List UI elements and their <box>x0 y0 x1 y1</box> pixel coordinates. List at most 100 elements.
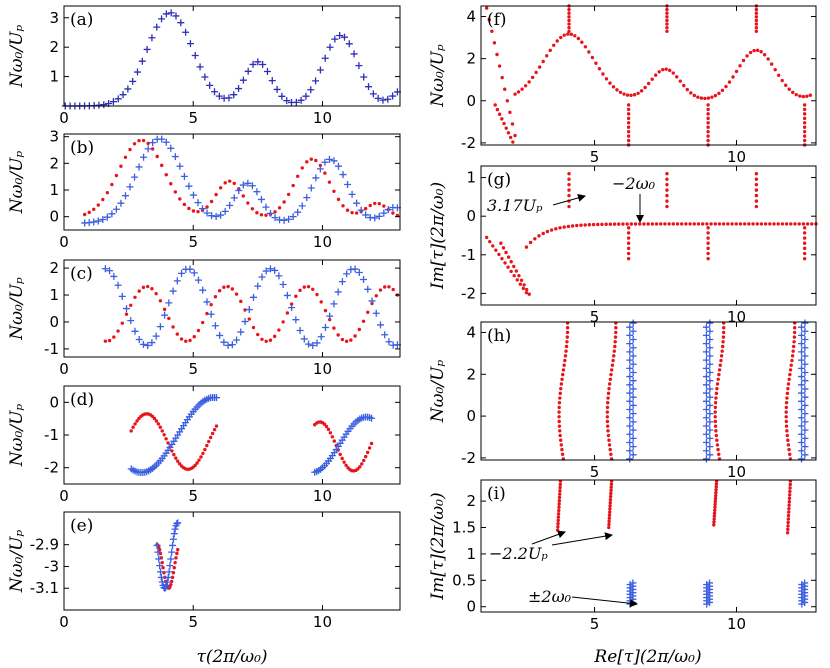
data-point <box>218 186 223 190</box>
data-point <box>706 327 714 335</box>
data-point <box>626 438 634 446</box>
data-point <box>148 34 156 42</box>
data-point <box>305 340 313 348</box>
data-point <box>345 208 350 212</box>
data-point <box>495 107 500 112</box>
data-point <box>153 541 161 549</box>
data-point <box>791 90 795 95</box>
data-point <box>537 65 542 69</box>
data-point <box>712 517 716 521</box>
data-point <box>289 213 297 221</box>
data-point <box>309 157 313 161</box>
data-point <box>307 184 315 192</box>
data-point <box>587 223 592 227</box>
data-point <box>798 323 806 331</box>
data-point <box>717 91 721 96</box>
data-point <box>706 226 710 230</box>
data-point <box>626 397 634 405</box>
data-point <box>171 525 179 533</box>
data-point <box>133 295 137 299</box>
y-tick-label: 0 <box>49 208 59 226</box>
data-point <box>96 203 100 207</box>
data-point <box>629 360 637 368</box>
series-c-red-dot <box>103 284 400 343</box>
data-point <box>500 256 504 261</box>
data-point <box>506 255 511 259</box>
data-point <box>715 438 719 442</box>
data-point <box>128 147 132 152</box>
data-point <box>190 269 198 277</box>
data-point <box>720 344 725 349</box>
data-point <box>567 15 571 19</box>
data-point <box>226 284 230 289</box>
data-point <box>786 438 790 442</box>
data-point <box>224 341 232 349</box>
data-point <box>367 446 372 450</box>
data-point <box>389 92 397 100</box>
data-point <box>280 216 288 224</box>
data-point <box>717 368 722 372</box>
data-point <box>629 434 637 442</box>
data-point <box>692 93 697 98</box>
data-point <box>590 55 595 60</box>
data-point <box>537 234 541 238</box>
data-point <box>268 338 273 342</box>
data-point <box>377 201 381 206</box>
data-point <box>618 90 623 94</box>
data-point <box>802 251 807 256</box>
data-point <box>380 209 388 217</box>
data-point <box>633 222 638 226</box>
data-point <box>688 222 692 226</box>
data-point <box>629 393 637 401</box>
data-point <box>208 435 213 440</box>
data-point <box>706 377 714 385</box>
data-point <box>338 452 342 457</box>
data-point <box>692 222 696 226</box>
data-point <box>625 93 630 97</box>
data-point <box>719 354 724 358</box>
data-point <box>330 300 338 308</box>
data-point <box>499 241 503 245</box>
data-point <box>801 222 806 226</box>
data-point <box>626 226 631 230</box>
data-point <box>802 241 807 245</box>
data-point <box>494 248 498 252</box>
data-point <box>283 291 291 299</box>
data-point <box>579 223 583 227</box>
data-point <box>556 518 560 523</box>
data-point <box>374 94 382 102</box>
data-point <box>203 298 211 306</box>
data-point <box>792 340 796 344</box>
data-point <box>754 188 759 192</box>
data-point <box>706 107 710 112</box>
panel-tag: (c) <box>70 264 93 284</box>
data-point <box>101 197 105 202</box>
data-point <box>665 18 669 23</box>
data-point <box>376 321 384 329</box>
data-point <box>500 117 504 121</box>
data-point <box>363 454 368 459</box>
data-point <box>629 319 637 327</box>
data-point <box>112 335 116 339</box>
data-point <box>713 493 718 498</box>
data-point <box>340 456 344 461</box>
data-point <box>383 285 387 289</box>
data-point <box>712 523 716 527</box>
data-point <box>209 199 214 204</box>
data-point <box>562 225 566 229</box>
data-point <box>311 287 315 291</box>
data-point <box>560 452 565 456</box>
data-point <box>506 131 511 135</box>
data-point <box>156 323 164 331</box>
panel-d: 0 5 10 -2 -1 0 (d) Nω₀/Uₚ <box>7 385 401 505</box>
data-point <box>621 222 625 226</box>
data-point <box>798 414 806 422</box>
data-point <box>144 341 152 349</box>
data-point <box>155 154 159 159</box>
data-point <box>788 372 792 377</box>
data-point <box>557 502 561 506</box>
data-point <box>706 236 710 240</box>
data-point <box>754 29 759 33</box>
data-point <box>607 513 612 517</box>
data-point <box>172 12 180 20</box>
